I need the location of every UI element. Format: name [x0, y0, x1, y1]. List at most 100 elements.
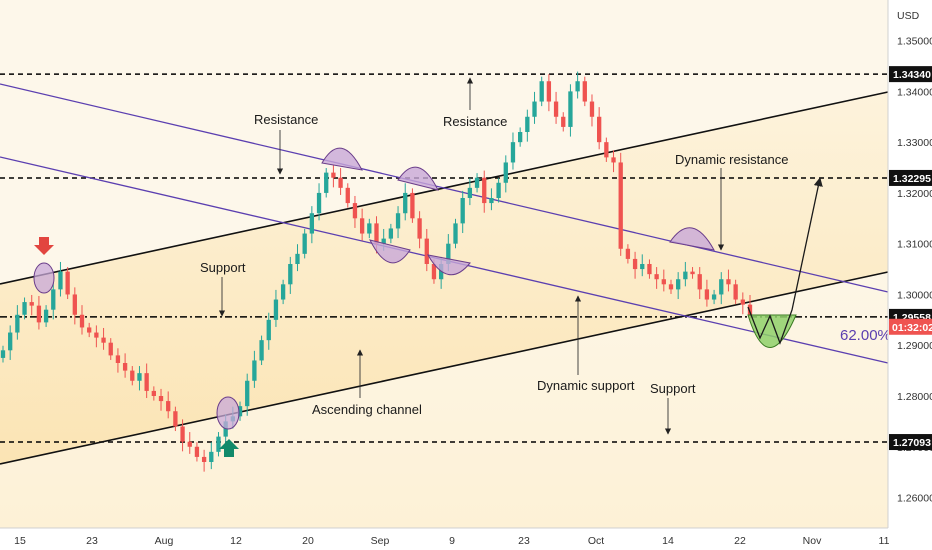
countdown-label: 01:32:02 — [892, 322, 932, 334]
annotation-support-2: Support — [650, 381, 696, 396]
candle-body — [144, 373, 149, 391]
time-tick-label: 12 — [230, 535, 242, 547]
candle-body — [108, 342, 113, 356]
candle-body — [259, 340, 264, 361]
level-tag — [889, 169, 932, 186]
candle-body — [460, 198, 465, 224]
candle-body — [359, 218, 365, 234]
candle-body — [496, 182, 501, 198]
time-tick-label: 9 — [449, 535, 455, 547]
green-up-arrow — [219, 439, 239, 457]
candle-body — [561, 116, 566, 127]
level-tag-label: 1.27093 — [893, 437, 931, 449]
candle-body — [381, 238, 386, 244]
resistance-dome-1 — [321, 147, 363, 171]
candle-body — [94, 332, 99, 338]
time-axis-ticks: 15 23 Aug 12 20 Sep 9 23 Oct 14 22 Nov 11 — [14, 535, 889, 547]
time-tick-label: 15 — [14, 535, 26, 547]
candle-body — [410, 192, 415, 219]
candlestick-series — [0, 71, 753, 472]
candle-body — [604, 142, 609, 158]
candle-body — [690, 271, 695, 275]
candle-body — [582, 81, 587, 102]
price-axis-background — [888, 0, 932, 550]
annotation-support-1: Support — [200, 260, 246, 275]
candle-body — [324, 172, 329, 193]
time-tick-label: Sep — [371, 535, 390, 547]
candle-body — [130, 370, 135, 381]
candle-body — [740, 299, 745, 305]
candle-body — [424, 238, 429, 264]
bounce-circle — [216, 396, 240, 430]
level-tag — [889, 66, 932, 83]
candle-body — [467, 187, 473, 198]
candle-body — [72, 294, 77, 315]
candle-body — [0, 350, 6, 358]
candle-body — [316, 192, 322, 214]
candle-body — [280, 284, 286, 300]
time-tick-label: 20 — [302, 535, 314, 547]
level-tag-label: 1.32295 — [893, 173, 931, 185]
price-tick-label: 1.26000 — [897, 493, 932, 505]
projection-path — [747, 177, 823, 345]
annotation-dynamic-support: Dynamic support — [537, 378, 635, 393]
candle-body — [403, 192, 408, 214]
dynamic-resistance-line — [0, 83, 889, 293]
candle-body — [367, 223, 372, 234]
candle-body — [187, 441, 192, 447]
candle-body — [453, 223, 458, 244]
candle-body — [568, 91, 573, 127]
level-tag-label: 1.34340 — [893, 69, 931, 81]
candle-body — [431, 264, 437, 280]
candle-body — [137, 373, 142, 381]
countdown-badge — [889, 318, 932, 335]
candle-body — [474, 177, 480, 188]
price-tick-label: 1.33000 — [897, 137, 932, 149]
ascending-channel-fill — [0, 92, 888, 464]
candle-body — [58, 271, 63, 290]
candle-body — [517, 132, 523, 143]
candle-body — [704, 289, 710, 300]
candle-body — [8, 332, 13, 351]
candle-body — [15, 314, 20, 333]
annotation-resistance-1: Resistance — [254, 112, 318, 127]
candle-body — [115, 355, 121, 363]
annotation-ascending-channel: Ascending channel — [312, 402, 422, 417]
candle-body — [273, 299, 279, 320]
candle-body — [51, 289, 56, 310]
candle-body — [166, 401, 171, 412]
candle-body — [417, 218, 422, 239]
candle-body — [597, 116, 602, 143]
candle-body — [302, 233, 307, 254]
candle-body — [711, 294, 717, 300]
candle-body — [288, 264, 293, 285]
rejection-circle — [33, 262, 55, 294]
price-tick-label: 1.31000 — [897, 239, 932, 251]
candle-body — [151, 390, 156, 396]
candle-body — [726, 279, 731, 285]
currency-label: USD — [897, 10, 920, 22]
candle-body — [101, 337, 106, 343]
time-axis-background — [0, 528, 932, 550]
candle-body — [295, 253, 300, 264]
candle-body — [237, 406, 243, 417]
candle-body — [525, 116, 530, 132]
candle-body — [510, 142, 516, 163]
candle-body — [747, 304, 753, 315]
candle-body — [122, 363, 128, 371]
candle-body — [345, 187, 350, 204]
price-tick-label: 1.29000 — [897, 340, 932, 352]
candle-body — [216, 436, 221, 452]
annotation-resistance-2: Resistance — [443, 114, 507, 129]
candle-body — [395, 213, 401, 229]
candle-body — [640, 264, 645, 270]
time-tick-label: 14 — [662, 535, 674, 547]
candle-body — [618, 162, 623, 249]
candle-body — [719, 279, 724, 295]
level-tag — [889, 434, 932, 451]
time-tick-label: 23 — [518, 535, 530, 547]
time-tick-label: 23 — [86, 535, 98, 547]
candle-body — [733, 284, 738, 300]
